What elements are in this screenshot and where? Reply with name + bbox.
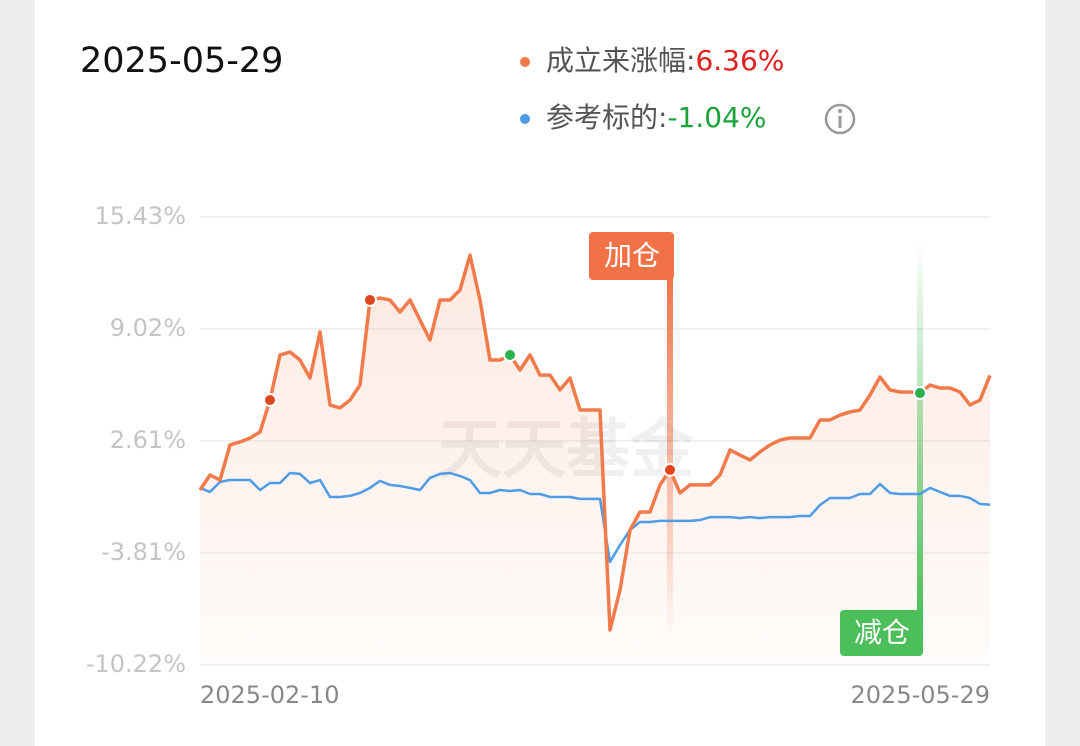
y-tick-label: 2.61% [110,426,186,454]
y-tick-label: -3.81% [101,538,186,566]
annotation-line [917,240,923,620]
annotation-text: 减仓 [854,616,910,649]
series-line [198,253,992,632]
y-tick-label: -10.22% [86,650,186,678]
date-label: 2025-05-29 [80,41,283,81]
x-tick-label: 2025-05-29 [851,681,990,709]
legend-name: 成立来涨幅: [546,44,695,77]
x-tick-label: 2025-02-10 [200,681,339,709]
annotation: 加仓 [589,232,674,640]
annotation-box [840,610,923,656]
legend-dot [520,57,530,67]
annotation-text: 加仓 [604,239,660,272]
y-tick-label: 9.02% [110,314,186,342]
area [200,255,990,666]
watermark: 天天基金 [438,413,695,488]
buy-point [363,292,377,307]
y-tick-label: 15.43% [94,202,186,230]
buy-point [663,462,677,477]
legend-dot [520,114,530,124]
series-line [199,471,991,564]
annotation-line [667,270,673,640]
sell-point [913,386,927,401]
buy-point [263,393,277,408]
legend-value: -1.04% [667,101,766,134]
annotation-box [589,232,674,280]
legend-label: 成立来涨幅:6.36% [546,44,784,77]
legend-name: 参考标的: [546,101,667,134]
sell-point [503,347,517,362]
annotation: 减仓 [840,240,923,656]
legend-label: 参考标的:-1.04% [546,101,767,134]
info-icon[interactable] [824,103,856,135]
legend-value: 6.36% [695,44,784,77]
